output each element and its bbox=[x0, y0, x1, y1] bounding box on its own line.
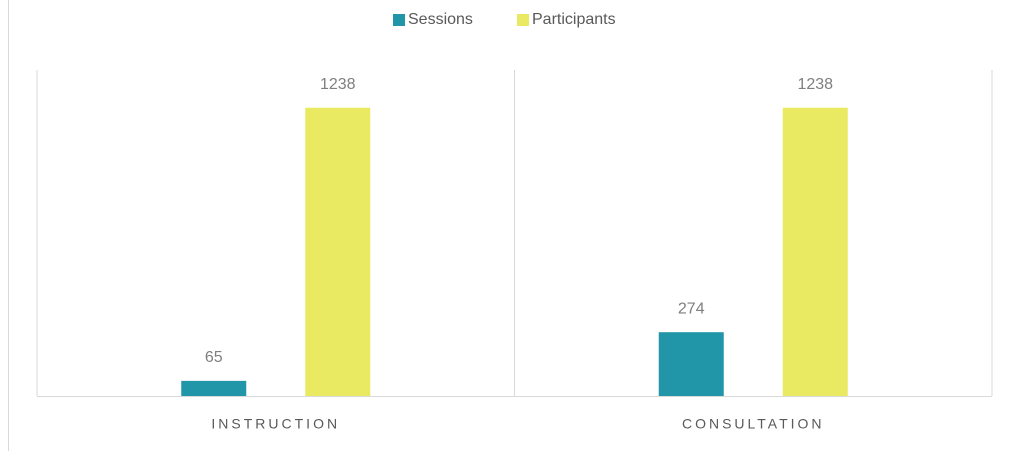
legend-swatch bbox=[393, 14, 405, 26]
data-label: 274 bbox=[678, 300, 705, 317]
x-tick-label: INSTRUCTION bbox=[211, 416, 340, 432]
legend-label: Sessions bbox=[408, 11, 473, 28]
legend-swatch bbox=[517, 14, 529, 26]
x-tick-label: CONSULTATION bbox=[682, 416, 825, 432]
bar bbox=[181, 380, 247, 396]
data-label: 65 bbox=[205, 349, 223, 366]
bar bbox=[782, 107, 848, 397]
bar bbox=[305, 107, 371, 397]
data-label: 1238 bbox=[797, 76, 833, 93]
legend-label: Participants bbox=[532, 11, 616, 28]
data-label: 1238 bbox=[320, 76, 356, 93]
bar bbox=[658, 332, 724, 396]
